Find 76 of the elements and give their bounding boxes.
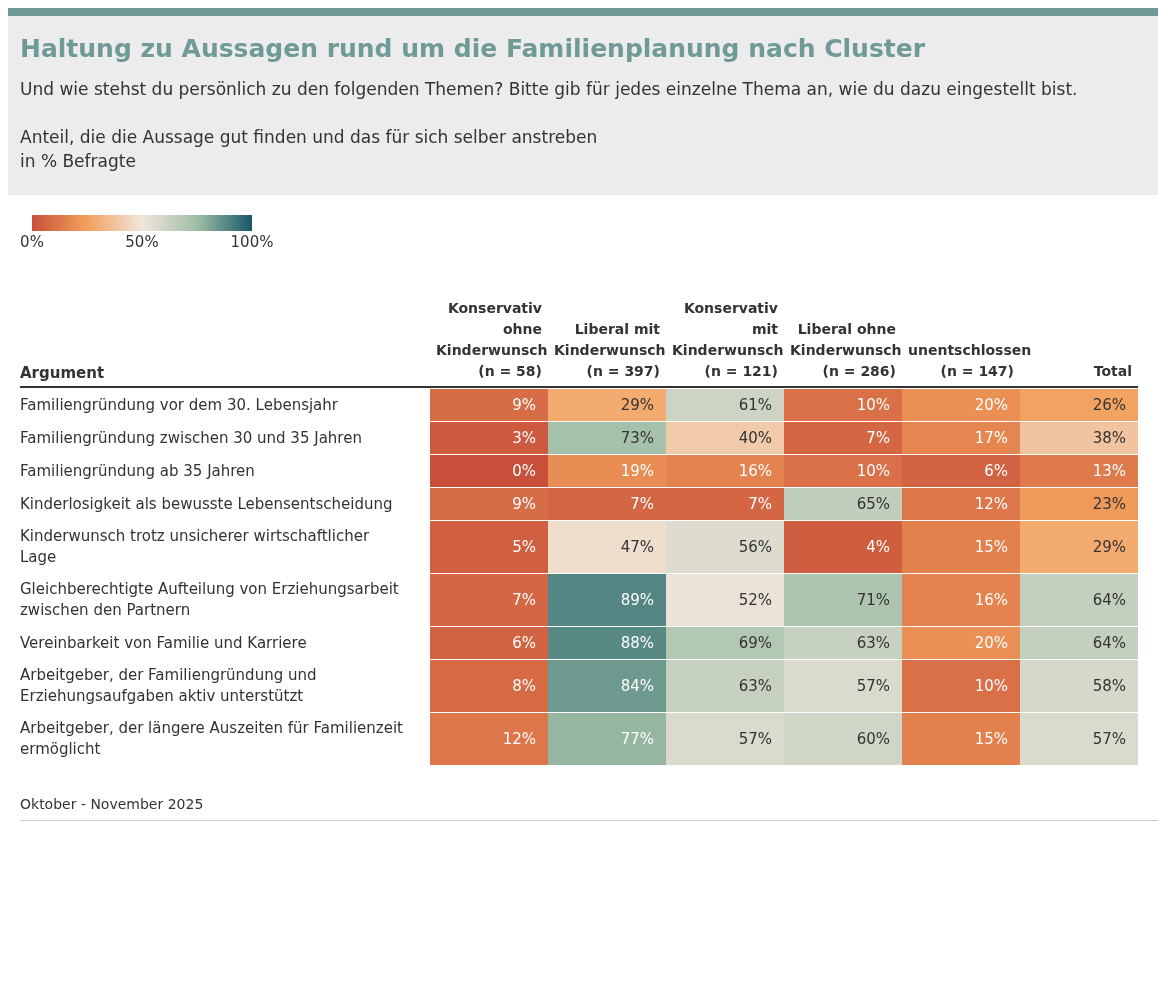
data-label: 5%	[430, 521, 548, 573]
data-label: 15%	[902, 713, 1020, 765]
x-tick-label: unentschlossen (n = 147)	[908, 341, 1032, 381]
x-tick-label: Konservativ ohne Kinderwunsch (n = 58)	[436, 299, 548, 381]
data-label: 47%	[548, 521, 666, 573]
data-label: 57%	[1020, 713, 1138, 765]
y-tick-label: Arbeitgeber, der Familiengründung und Erziehungsaufgaben aktiv unterstützt	[20, 665, 318, 707]
data-label: 7%	[548, 488, 666, 520]
data-label: 17%	[902, 422, 1020, 454]
data-label: 8%	[430, 660, 548, 712]
data-label: 58%	[1020, 660, 1138, 712]
x-tick-label: Liberal ohne Kinderwunsch (n = 286)	[790, 320, 902, 381]
data-label: 64%	[1020, 574, 1138, 626]
data-label: 57%	[666, 713, 784, 765]
data-label: 69%	[666, 627, 784, 659]
y-tick-label: Familiengründung zwischen 30 und 35 Jahren	[20, 427, 363, 449]
data-label: 40%	[666, 422, 784, 454]
data-label: 64%	[1020, 627, 1138, 659]
data-label: 16%	[666, 455, 784, 487]
data-label: 29%	[1020, 521, 1138, 573]
data-label: 6%	[902, 455, 1020, 487]
data-label: 29%	[548, 389, 666, 421]
data-label: 10%	[784, 389, 902, 421]
data-label: 16%	[902, 574, 1020, 626]
data-label: 63%	[666, 660, 784, 712]
data-label: 23%	[1020, 488, 1138, 520]
y-tick-label: Arbeitgeber, der längere Auszeiten für Familienzeit ermöglicht	[20, 718, 404, 760]
text: Und wie stehst du persönlich zu den folgenden Themen? Bitte gib für jedes einzelne Thema an, wie du dazu eingestellt bist. Anteil, die die Aussage gut finden und das für sich selber anstreben in % Befragte	[20, 79, 1078, 171]
data-label: 26%	[1020, 389, 1138, 421]
color-bar-label: 0%	[20, 233, 44, 251]
data-label: 63%	[784, 627, 902, 659]
x-tick-label: Konservativ mit Kinderwunsch (n = 121)	[672, 299, 784, 381]
data-label: 12%	[430, 713, 548, 765]
data-label: 12%	[902, 488, 1020, 520]
data-label: 73%	[548, 422, 666, 454]
color-bar-label: 100%	[230, 233, 274, 251]
data-label: 20%	[902, 627, 1020, 659]
x-tick-label: Liberal mit Kinderwunsch (n = 397)	[554, 320, 666, 381]
data-label: 60%	[784, 713, 902, 765]
data-label: 65%	[784, 488, 902, 520]
data-label: 0%	[430, 455, 548, 487]
data-label: 77%	[548, 713, 666, 765]
data-label: 9%	[430, 389, 548, 421]
y-tick-label: Familiengründung vor dem 30. Lebensjahr	[20, 394, 339, 416]
data-label: 3%	[430, 422, 548, 454]
y-tick-label: Familiengründung ab 35 Jahren	[20, 460, 256, 482]
data-label: 10%	[902, 660, 1020, 712]
y-tick-label: Gleichberechtigte Aufteilung von Erziehungsarbeit zwischen den Partnern	[20, 579, 400, 621]
data-label: 13%	[1020, 455, 1138, 487]
data-label: 7%	[430, 574, 548, 626]
data-label: 4%	[784, 521, 902, 573]
data-label: 10%	[784, 455, 902, 487]
data-label: 20%	[902, 389, 1020, 421]
y-tick-label: Kinderwunsch trotz unsicherer wirtschaftlicher Lage	[20, 526, 371, 568]
data-label: 84%	[548, 660, 666, 712]
data-label: 57%	[784, 660, 902, 712]
data-label: 71%	[784, 574, 902, 626]
data-label: 7%	[784, 422, 902, 454]
data-label: 56%	[666, 521, 784, 573]
data-label: 52%	[666, 574, 784, 626]
data-label: 38%	[1020, 422, 1138, 454]
data-label: 6%	[430, 627, 548, 659]
data-label: 88%	[548, 627, 666, 659]
data-label: 15%	[902, 521, 1020, 573]
data-label: 7%	[666, 488, 784, 520]
data-label: 61%	[666, 389, 784, 421]
y-axis-title: Argument	[20, 294, 430, 388]
text: Oktober - November 2025	[20, 796, 205, 812]
y-tick-label: Vereinbarkeit von Familie und Karriere	[20, 632, 308, 654]
chart-title: Haltung zu Aussagen rund um die Familienplanung nach Cluster	[20, 34, 927, 63]
x-tick-label: Total	[1092, 362, 1132, 381]
y-tick-label: Kinderlosigkeit als bewusste Lebensentscheidung	[20, 493, 394, 515]
data-label: 19%	[548, 455, 666, 487]
data-label: 89%	[548, 574, 666, 626]
color-bar-label: 50%	[125, 233, 159, 251]
data-label: 9%	[430, 488, 548, 520]
